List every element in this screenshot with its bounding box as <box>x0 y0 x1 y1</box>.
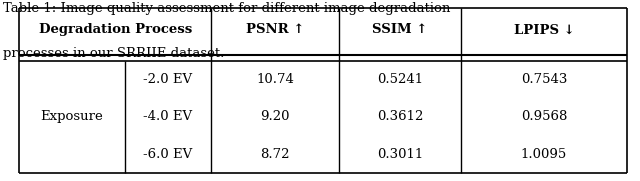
Text: Table 1: Image quality assessment for different image degradation: Table 1: Image quality assessment for di… <box>3 2 451 15</box>
Text: -6.0 EV: -6.0 EV <box>143 148 193 161</box>
Text: 0.3612: 0.3612 <box>377 110 423 123</box>
Text: SSIM ↑: SSIM ↑ <box>372 23 428 36</box>
Text: processes in our SRRIIE dataset.: processes in our SRRIIE dataset. <box>3 47 225 60</box>
Text: 0.9568: 0.9568 <box>521 110 567 123</box>
Text: Degradation Process: Degradation Process <box>38 23 192 36</box>
Text: LPIPS ↓: LPIPS ↓ <box>514 23 574 36</box>
Text: -4.0 EV: -4.0 EV <box>143 110 193 123</box>
Text: 10.74: 10.74 <box>256 73 294 86</box>
Text: 0.7543: 0.7543 <box>521 73 567 86</box>
Text: 8.72: 8.72 <box>260 148 290 161</box>
Text: Exposure: Exposure <box>40 110 104 123</box>
Text: 0.3011: 0.3011 <box>377 148 423 161</box>
Text: PSNR ↑: PSNR ↑ <box>246 23 305 36</box>
Text: 0.5241: 0.5241 <box>377 73 423 86</box>
Text: 9.20: 9.20 <box>260 110 290 123</box>
Text: 1.0095: 1.0095 <box>521 148 567 161</box>
Text: -2.0 EV: -2.0 EV <box>143 73 193 86</box>
